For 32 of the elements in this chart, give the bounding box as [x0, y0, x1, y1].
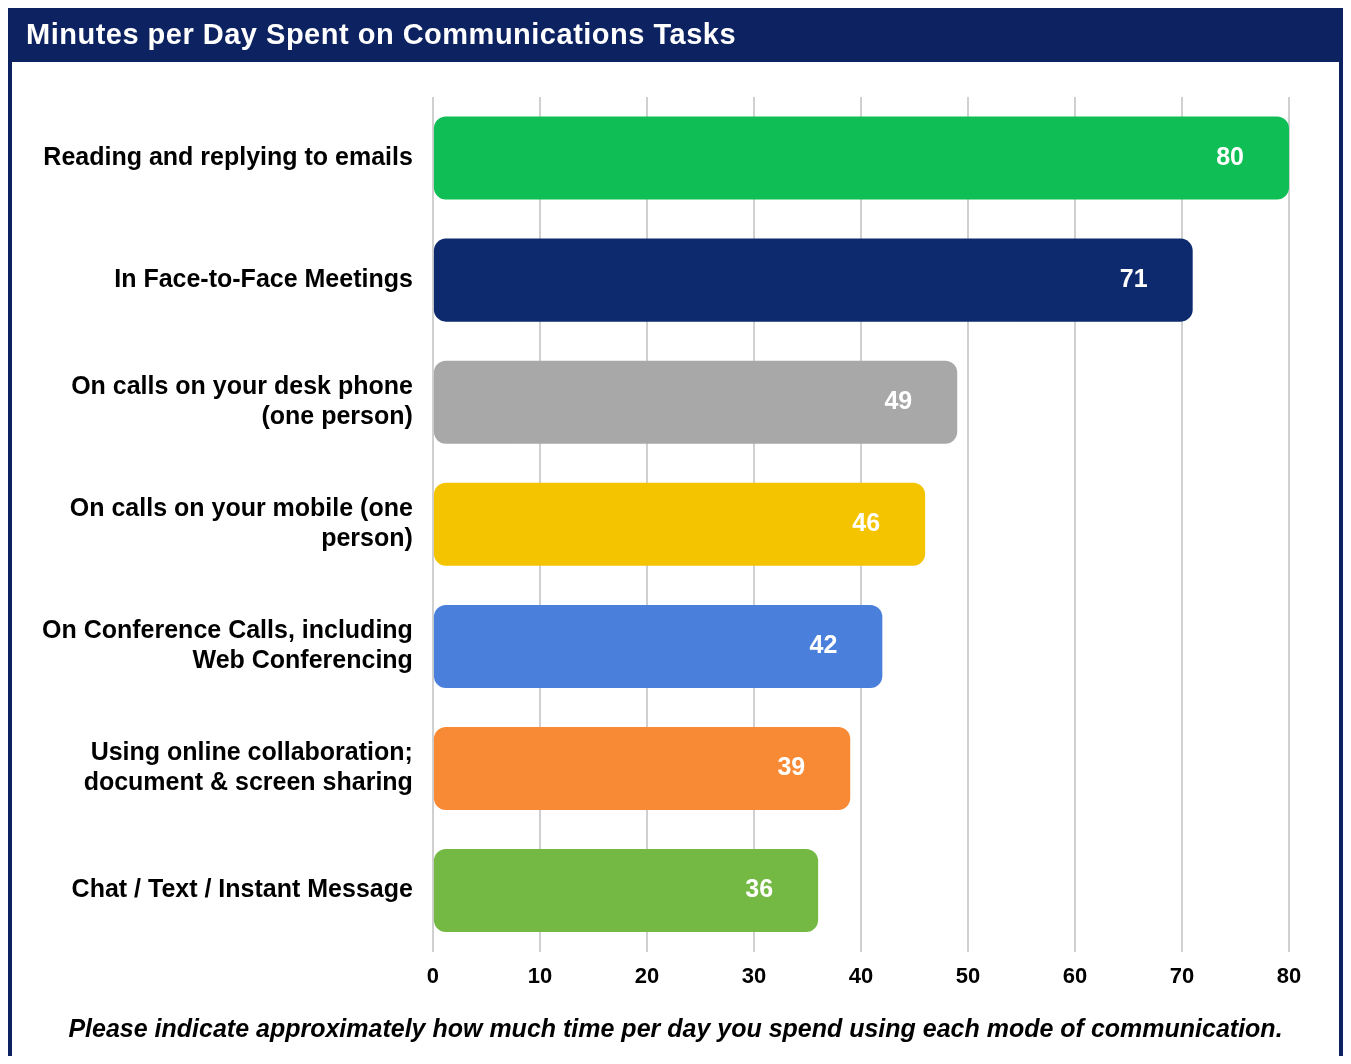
y-tick-label: On calls on your mobile (one person) — [69, 493, 413, 552]
data-label: 39 — [777, 752, 806, 781]
y-tick-label: Reading and replying to emails — [43, 141, 413, 170]
x-tick-label: 60 — [1062, 962, 1088, 988]
x-tick-label: 80 — [1276, 962, 1302, 988]
x-tick-label: 50 — [955, 962, 981, 988]
data-label: 42 — [809, 630, 838, 659]
bar — [433, 238, 1193, 322]
x-tick-label: 70 — [1169, 962, 1195, 988]
text: Please indicate approximately how much time per day you spend using each mode of communication. — [67, 1014, 1284, 1043]
bar — [433, 849, 819, 933]
y-tick-label: On Conference Calls, including Web Conferencing — [42, 615, 413, 674]
y-tick-label: In Face-to-Face Meetings — [114, 264, 413, 293]
chart-title: Minutes per Day Spent on Communications Tasks — [12, 8, 1339, 62]
y-tick-label: On calls on your desk phone (one person) — [71, 371, 413, 430]
data-label: 80 — [1216, 141, 1244, 170]
x-tick-label: 0 — [426, 962, 440, 988]
x-tick-label: 30 — [741, 962, 767, 988]
bar — [433, 604, 883, 688]
x-tick-label: 10 — [527, 962, 553, 988]
x-tick-label: 20 — [634, 962, 660, 988]
x-tick-label: 40 — [848, 962, 874, 988]
data-label: 36 — [745, 874, 774, 903]
y-tick-label: Using online collaboration; document & screen sharing — [83, 737, 413, 796]
data-label: 71 — [1119, 264, 1148, 293]
data-label: 46 — [852, 508, 881, 537]
bar — [433, 116, 1289, 200]
bar — [433, 482, 926, 566]
data-label: 49 — [884, 386, 913, 415]
bar — [433, 360, 958, 444]
y-tick-label: Chat / Text / Instant Message — [71, 874, 413, 903]
bar — [433, 726, 851, 810]
